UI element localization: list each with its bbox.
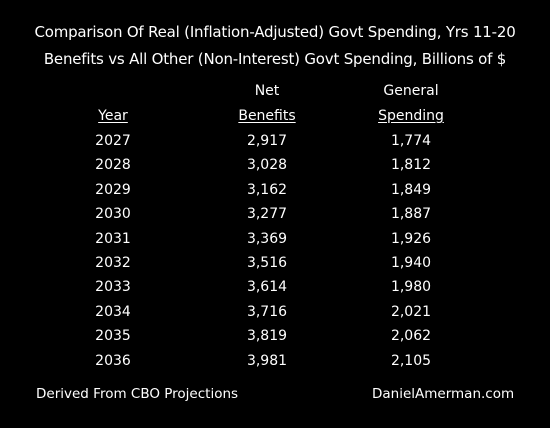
chart-subtitle: Benefits vs All Other (Non-Interest) Gov…	[43, 50, 507, 68]
chart-title: Comparison Of Real (Inflation-Adjusted) …	[34, 23, 516, 41]
general-spending-cell: 1,812	[390, 157, 432, 174]
general-spending-cell: 2,105	[390, 352, 432, 369]
header-benefits-bottom: Benefits	[238, 108, 296, 124]
net-benefits-cell: 3,716	[246, 303, 288, 320]
year-cell: 2033	[95, 279, 131, 296]
header-general-bottom: Spending	[378, 108, 444, 124]
footer-source: Derived From CBO Projections	[36, 386, 239, 402]
net-benefits-cell: 3,277	[246, 206, 288, 223]
net-benefits-cell: 3,516	[246, 255, 288, 271]
year-cell: 2029	[95, 181, 131, 198]
net-benefits-cell: 3,819	[246, 328, 288, 345]
net-benefits-cell: 3,369	[246, 230, 288, 247]
general-spending-cell: 1,940	[390, 255, 432, 271]
year-cell: 2027	[95, 133, 131, 149]
year-cell: 2034	[95, 303, 131, 320]
header-year: Year	[98, 108, 128, 124]
year-cell: 2031	[95, 230, 131, 247]
net-benefits-cell: 2,917	[246, 133, 288, 149]
general-spending-cell: 1,849	[390, 181, 432, 198]
general-spending-cell: 2,062	[390, 328, 432, 345]
year-cell: 2032	[95, 255, 131, 271]
net-benefits-cell: 3,162	[246, 181, 288, 198]
year-cell: 2030	[95, 206, 131, 223]
general-spending-cell: 1,926	[390, 230, 432, 247]
year-cell: 2028	[95, 157, 131, 174]
general-spending-cell: 1,774	[390, 133, 432, 149]
net-benefits-cell: 3,614	[246, 279, 288, 296]
header-general-top: General	[383, 83, 439, 99]
year-cell: 2036	[95, 352, 131, 369]
general-spending-cell: 1,980	[390, 279, 432, 296]
footer-website: DanielAmerman.com	[372, 386, 515, 402]
header-benefits-top: Net	[254, 83, 280, 99]
net-benefits-cell: 3,981	[246, 352, 288, 369]
year-cell: 2035	[95, 328, 131, 345]
general-spending-cell: 2,021	[390, 303, 432, 320]
general-spending-cell: 1,887	[390, 206, 432, 223]
net-benefits-cell: 3,028	[246, 157, 288, 174]
